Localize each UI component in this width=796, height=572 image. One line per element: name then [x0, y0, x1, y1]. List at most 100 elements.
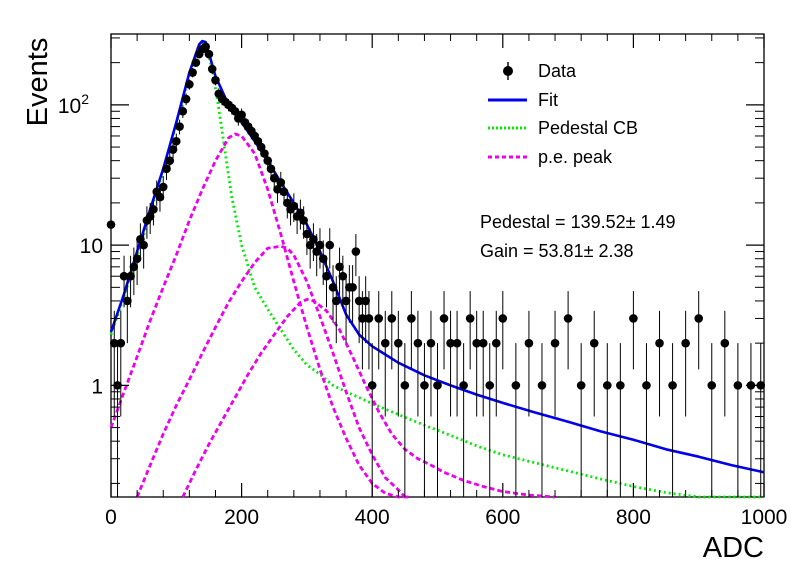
- data-point: [374, 314, 384, 323]
- data-point: [299, 216, 308, 225]
- data-point: [338, 271, 348, 281]
- data-point: [341, 296, 351, 306]
- annotation-pedestal: Pedestal = 139.52± 1.49: [480, 212, 676, 232]
- data-point: [155, 192, 165, 202]
- data-point: [524, 338, 534, 348]
- data-point: [283, 198, 292, 208]
- data-point: [655, 338, 664, 348]
- data-point: [188, 68, 197, 77]
- x-tick-label: 1000: [741, 506, 788, 529]
- data-point: [315, 240, 325, 250]
- data-point: [328, 283, 338, 292]
- data-point: [629, 314, 638, 323]
- data-point: [201, 42, 210, 51]
- data-point: [325, 240, 335, 250]
- p-e-peak-curve: [135, 244, 406, 498]
- data-point: [322, 271, 331, 281]
- annotation-gain-pm: ±: [584, 241, 594, 261]
- x-tick-label: 800: [616, 506, 651, 529]
- legend-label-pe: p.e. peak: [538, 147, 613, 167]
- data-point: [263, 156, 273, 165]
- data-point: [168, 145, 178, 154]
- data-point: [119, 271, 129, 281]
- data-point: [394, 338, 403, 348]
- data-point: [132, 254, 142, 264]
- data-point: [237, 110, 246, 120]
- y-tick-label: 1: [91, 375, 103, 398]
- data-point: [681, 338, 690, 348]
- data-point: [367, 381, 377, 390]
- data-point: [348, 283, 357, 292]
- data-point: [387, 314, 397, 323]
- data-point: [563, 314, 573, 323]
- data-point: [576, 381, 586, 390]
- data-point: [279, 187, 289, 197]
- data-point: [472, 338, 481, 348]
- p-e-peak-curve: [181, 297, 556, 499]
- data-point: [354, 296, 364, 306]
- data-point: [296, 208, 305, 218]
- legend: Data Fit Pedestal CB p.e. peak: [488, 61, 638, 167]
- data-point: [433, 381, 442, 390]
- y-tick-label: 10: [80, 235, 103, 258]
- data-point: [230, 106, 240, 116]
- data-point: [550, 338, 560, 348]
- data-point: [123, 296, 132, 306]
- x-tick-label: 400: [355, 506, 390, 529]
- data-point: [175, 122, 184, 131]
- data-point: [511, 381, 521, 390]
- data-point: [165, 156, 175, 165]
- data-point: [364, 314, 374, 323]
- data-point: [478, 338, 488, 348]
- data-point: [465, 314, 475, 323]
- data-point: [720, 338, 730, 348]
- data-point: [413, 338, 423, 348]
- x-axis-title: ADC: [703, 532, 764, 564]
- data-point: [185, 80, 194, 89]
- data-point: [733, 381, 743, 390]
- data-point: [400, 381, 410, 390]
- data-point: [181, 94, 191, 104]
- data-point: [145, 212, 155, 221]
- data-point: [129, 262, 139, 272]
- data-point: [616, 381, 625, 390]
- legend-label-data: Data: [538, 61, 577, 81]
- data-point: [361, 296, 370, 306]
- data-point: [446, 338, 455, 348]
- data-point: [358, 314, 367, 323]
- data-point: [289, 201, 299, 211]
- legend-data-marker: [503, 62, 513, 80]
- data-point: [318, 254, 328, 264]
- data-point: [589, 338, 599, 348]
- data-point: [668, 381, 677, 390]
- data-point: [260, 149, 269, 158]
- x-tick-label: 200: [224, 506, 259, 529]
- data-point: [158, 182, 168, 192]
- data-point: [116, 338, 126, 348]
- data-point: [335, 262, 344, 272]
- annotation-gain-value: Gain = 53.81: [480, 241, 584, 261]
- y-axis-title: Events: [22, 38, 54, 127]
- data-point: [276, 178, 286, 187]
- series-layer: [106, 39, 766, 499]
- data-point: [139, 240, 148, 250]
- data-point: [191, 58, 201, 67]
- data-point: [207, 64, 217, 74]
- data-point: [211, 75, 220, 85]
- axis-layer: 0 200 400 600 800 1000 1 10 102: [58, 34, 788, 529]
- data-point: [256, 142, 266, 152]
- data-point: [380, 338, 390, 348]
- annotation-gain-err: 2.38: [598, 241, 633, 261]
- data-point: [178, 106, 188, 116]
- data-point: [273, 184, 282, 194]
- data-point: [452, 338, 462, 348]
- legend-label-pedestal: Pedestal CB: [538, 118, 638, 138]
- data-point: [309, 235, 318, 244]
- data-point: [126, 271, 135, 281]
- data-point: [204, 49, 214, 59]
- legend-label-fit: Fit: [538, 90, 558, 110]
- y-tick-label: 102: [58, 91, 89, 118]
- x-tick-label: 600: [485, 506, 520, 529]
